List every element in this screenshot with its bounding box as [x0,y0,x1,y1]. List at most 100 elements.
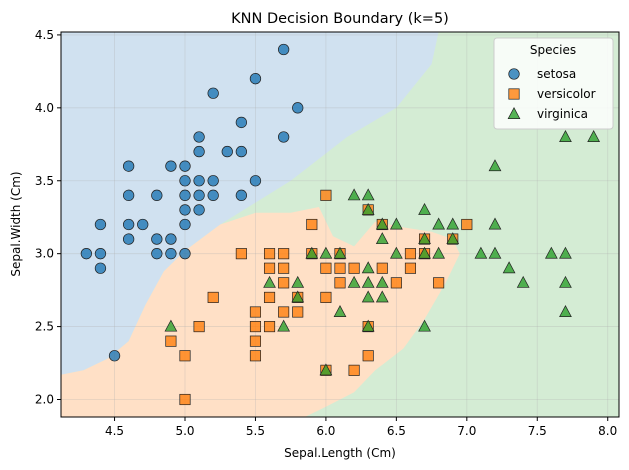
virginica-point [559,275,572,288]
series-virginica [164,130,601,376]
versicolor-point [376,262,388,274]
legend-label-virginica: virginica [537,107,588,121]
virginica-point [446,232,460,245]
virginica-point [263,275,276,288]
versicolor-point [461,218,473,231]
virginica-point [319,246,333,259]
legend-label-setosa: setosa [537,67,576,81]
versicolor-point [278,248,290,260]
setosa-point [151,189,163,201]
virginica-point [559,246,572,259]
virginica-point [347,188,361,201]
versicolor-point [390,277,402,289]
setosa-point [207,87,219,99]
setosa-point [207,175,219,187]
virginica-point [375,290,389,303]
virginica-point [516,275,530,288]
x-tick-label: 8.0 [598,424,617,438]
setosa-point [179,218,191,231]
legend-frame [493,37,614,130]
versicolor-point [404,262,417,274]
setosa-point [235,189,248,201]
virginica-point [418,319,431,332]
versicolor-point [193,321,205,333]
setosa-point [193,175,205,187]
versicolor-point [348,262,360,274]
virginica-point [488,159,502,172]
setosa-point [165,160,177,172]
setosa-point [193,204,205,216]
setosa-point [94,248,107,260]
versicolor-point [292,306,304,318]
setosa-point [193,145,205,158]
virginica-point [291,275,305,288]
virginica-point [319,363,333,376]
versicolor-point [263,262,276,274]
versicolor-point [249,350,262,362]
virginica-point [277,319,291,332]
virginica-point [418,246,431,259]
setosa-point [179,248,191,260]
virginica-point [333,246,347,259]
versicolor-point [278,262,290,274]
virginica-point [305,246,319,259]
y-tick-label: 3.5 [35,174,54,188]
x-tick-label: 7.5 [528,424,547,438]
virginica-point [488,217,502,230]
virginica-point [432,217,446,230]
versicolor-point [263,248,276,260]
versicolor-point [320,291,332,303]
data-points [80,43,601,406]
versicolor-point [207,291,219,303]
versicolor-point [165,335,177,347]
x-axis-label: Sepal.Length (Cm) [284,446,396,460]
virginica-point [502,261,516,274]
setosa-point [235,116,248,129]
virginica-point [347,275,361,288]
y-tick-label: 2.0 [35,393,54,407]
setosa-point [80,248,93,260]
y-tick-label: 2.5 [35,320,54,334]
y-tick-label: 3.0 [35,247,54,261]
x-axis-ticks: 4.5 5.0 5.5 6.0 6.5 7.0 7.5 8.0 [105,417,617,438]
virginica-point [361,275,375,288]
virginica-point [375,217,389,230]
setosa-point [235,145,248,158]
virginica-point [375,275,389,288]
virginica-point [164,319,178,332]
versicolor-point [278,306,290,318]
y-axis-ticks: 2.0 2.5 3.0 3.5 4.0 4.5 [35,28,61,407]
virginica-point [333,305,347,317]
x-tick-label: 5.0 [175,424,194,438]
setosa-point [122,160,135,172]
setosa-point [277,131,290,143]
virginica-point [361,290,375,303]
setosa-point [179,189,191,201]
virginica-point [587,130,601,142]
versicolor-point [179,393,191,406]
virginica-point [474,246,488,259]
decision-region-setosa [61,32,439,375]
setosa-point [122,218,135,231]
versicolor-point [263,291,276,303]
virginica-point [361,202,375,215]
y-tick-label: 4.0 [35,101,54,115]
legend-title: Species [530,43,576,57]
virginica-point [291,290,305,303]
setosa-point [179,160,191,172]
setosa-point [249,175,262,187]
y-axis-label: Sepal.Width (Cm) [9,171,23,276]
virginica-point [418,202,431,215]
virginica-point [432,246,446,259]
versicolor-point [249,306,262,318]
setosa-point [108,350,121,362]
setosa-point [193,189,205,201]
legend-entries: setosa versicolor virginica [507,67,596,121]
y-tick-label: 4.5 [35,28,54,42]
setosa-point [165,233,177,245]
virginica-point [559,305,572,317]
x-tick-label: 6.0 [316,424,335,438]
setosa-point [193,131,205,143]
virginica-point [418,232,431,245]
